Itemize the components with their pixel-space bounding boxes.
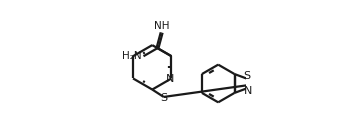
- Text: S: S: [160, 93, 167, 103]
- Text: S: S: [243, 71, 250, 81]
- Text: N: N: [166, 74, 175, 84]
- Text: N: N: [244, 86, 252, 96]
- Text: H₂N: H₂N: [122, 51, 142, 61]
- Text: NH: NH: [154, 21, 170, 31]
